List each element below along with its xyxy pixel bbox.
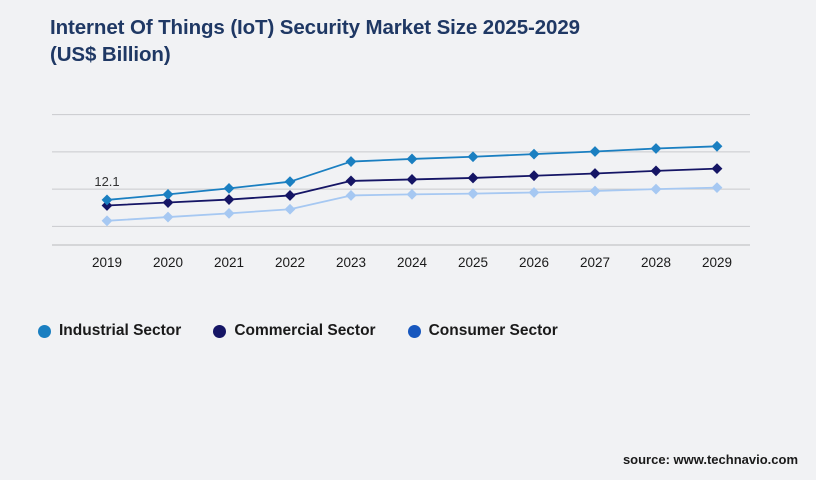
data-point-marker	[223, 194, 235, 205]
legend-item-commercial-sector[interactable]: Commercial Sector	[213, 322, 376, 340]
chart-legend: Industrial Sector Commercial Sector Cons…	[38, 322, 558, 340]
legend-marker-icon	[38, 324, 51, 338]
data-point-marker	[345, 156, 357, 167]
data-point-marker	[101, 194, 113, 206]
legend-marker-icon	[213, 324, 227, 338]
x-axis-tick-label: 2019	[92, 255, 122, 270]
data-point-marker	[406, 174, 418, 185]
data-point-marker	[589, 185, 601, 197]
data-point-marker	[223, 207, 235, 219]
data-point-marker	[345, 175, 357, 187]
legend-item-consumer-sector[interactable]: Consumer Sector	[407, 322, 558, 340]
x-axis-tick-label: 2023	[336, 255, 366, 270]
data-point-marker	[467, 188, 479, 199]
data-point-marker	[284, 203, 296, 215]
series-commercial-sector	[101, 163, 723, 211]
source-attribution: source: www.technavio.com	[622, 452, 798, 467]
x-axis-tick-label: 2024	[397, 255, 428, 270]
data-point-marker	[650, 183, 662, 195]
data-point-marker	[162, 197, 174, 208]
data-point-marker	[406, 188, 418, 200]
data-point-marker	[528, 187, 540, 198]
legend-item-industrial-sector[interactable]: Industrial Sector	[38, 322, 181, 340]
chart-title-line-1: Internet Of Things (IoT) Security Market…	[50, 16, 580, 39]
data-point-marker	[223, 182, 235, 194]
data-point-marker	[162, 188, 174, 200]
data-point-marker	[162, 211, 174, 223]
data-point-marker	[589, 146, 601, 157]
x-axis-tick-label: 2026	[519, 255, 549, 270]
data-point-marker	[711, 163, 723, 175]
x-axis-tick-label: 2021	[214, 255, 244, 270]
x-axis-tick-label: 2027	[580, 255, 610, 270]
data-point-marker	[406, 153, 418, 165]
data-point-marker	[711, 182, 723, 194]
data-point-marker	[101, 200, 113, 211]
data-point-label: 12.1	[94, 174, 119, 189]
legend-label: Industrial Sector	[59, 322, 182, 339]
data-point-marker	[467, 172, 479, 184]
data-point-marker	[711, 140, 723, 152]
legend-label: Consumer Sector	[428, 322, 558, 339]
data-point-marker	[528, 170, 540, 182]
legend-label: Commercial Sector	[234, 322, 376, 339]
x-axis-tick-label: 2020	[153, 255, 183, 270]
data-point-marker	[284, 176, 296, 188]
data-point-marker	[345, 190, 357, 201]
x-axis-tick-label: 2029	[702, 255, 732, 270]
data-point-marker	[589, 168, 601, 179]
series-consumer-sector	[101, 182, 723, 227]
x-axis-tick-label: 2022	[275, 255, 305, 270]
series-industrial-sector	[101, 140, 723, 206]
line-chart-plot: 12.1 2019 2020 2021 2022 2023 2024 2025 2026 2027…	[52, 114, 750, 270]
x-axis-tick-label: 2028	[641, 255, 671, 270]
data-point-marker	[284, 190, 296, 201]
data-point-marker	[650, 143, 662, 154]
legend-marker-icon	[407, 324, 421, 338]
data-point-marker	[101, 215, 113, 227]
data-point-marker	[650, 165, 662, 177]
chart-title: Internet Of Things (IoT) Security Market…	[50, 14, 750, 68]
data-point-marker	[528, 148, 540, 160]
x-axis-tick-label: 2025	[458, 255, 488, 270]
chart-title-line-2: (US$ Billion)	[50, 43, 171, 66]
data-point-marker	[467, 151, 479, 163]
